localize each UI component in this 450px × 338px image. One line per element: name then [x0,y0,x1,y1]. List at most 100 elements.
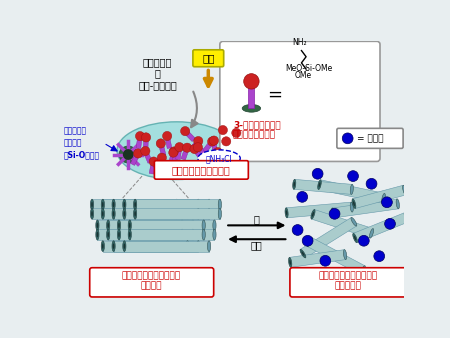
Bar [176,147,182,160]
FancyBboxPatch shape [220,41,380,162]
Ellipse shape [213,220,216,231]
Ellipse shape [119,146,137,163]
Bar [103,209,188,219]
Circle shape [244,74,259,89]
Bar [119,229,204,240]
Ellipse shape [102,202,104,207]
Circle shape [194,143,202,152]
Ellipse shape [207,209,211,219]
Bar [108,229,193,240]
Ellipse shape [96,229,99,240]
Ellipse shape [118,223,120,228]
Bar [214,152,220,165]
Ellipse shape [108,232,109,237]
Ellipse shape [117,229,121,240]
Ellipse shape [90,209,94,219]
Ellipse shape [207,241,211,251]
Ellipse shape [307,238,312,246]
Bar [171,152,178,165]
Circle shape [180,126,190,136]
Ellipse shape [292,179,296,189]
Bar [119,220,204,231]
Ellipse shape [96,220,99,231]
Bar [286,202,352,218]
Ellipse shape [197,199,200,210]
Ellipse shape [102,211,104,217]
Circle shape [385,218,396,229]
Ellipse shape [97,232,98,237]
Ellipse shape [123,241,126,251]
Bar [169,151,176,164]
Ellipse shape [308,240,311,244]
Bar [300,218,356,258]
Ellipse shape [97,223,98,228]
Ellipse shape [175,199,178,210]
Bar [307,238,365,275]
Ellipse shape [404,213,409,222]
Ellipse shape [112,241,115,251]
Bar [92,199,177,210]
Bar [224,141,231,154]
Ellipse shape [107,229,110,240]
Ellipse shape [175,209,178,219]
Circle shape [169,148,178,157]
Bar [319,180,385,203]
Ellipse shape [91,202,93,207]
Ellipse shape [218,209,221,219]
Ellipse shape [186,199,189,210]
Circle shape [297,192,308,202]
Bar [108,220,193,231]
Ellipse shape [101,209,104,219]
Circle shape [169,147,179,156]
Ellipse shape [108,223,109,228]
Bar [353,213,408,243]
Bar [353,185,406,209]
Ellipse shape [354,236,356,240]
Ellipse shape [117,220,121,231]
Ellipse shape [242,104,261,112]
Ellipse shape [128,229,131,240]
Bar [135,209,220,219]
Bar [103,241,188,251]
FancyBboxPatch shape [90,268,214,297]
Bar [143,150,152,163]
Ellipse shape [117,122,236,179]
FancyBboxPatch shape [290,268,406,297]
Ellipse shape [102,243,104,249]
Ellipse shape [186,209,189,219]
Bar [113,209,198,219]
Text: ＋NH₃Cl: ＋NH₃Cl [206,154,233,163]
FancyArrowPatch shape [191,92,198,127]
Bar [220,130,225,142]
Circle shape [348,171,359,182]
Text: 3-アミノプロピル: 3-アミノプロピル [233,121,280,130]
Bar [189,140,200,152]
Ellipse shape [318,180,321,190]
Text: = 水分子: = 水分子 [357,134,383,143]
FancyBboxPatch shape [337,128,403,148]
Circle shape [135,131,145,141]
Ellipse shape [113,211,114,217]
Bar [130,220,215,231]
Bar [289,250,346,267]
Ellipse shape [343,250,347,260]
Bar [332,199,399,218]
Circle shape [320,256,331,266]
Ellipse shape [396,199,400,209]
Ellipse shape [129,232,130,237]
Bar [103,199,188,210]
Circle shape [302,235,313,246]
Text: MeO-Si-OMe: MeO-Si-OMe [285,64,333,73]
Ellipse shape [302,251,304,256]
Ellipse shape [197,241,200,251]
Bar [124,199,209,210]
Ellipse shape [91,211,93,217]
Ellipse shape [191,220,194,231]
Ellipse shape [112,199,115,210]
FancyBboxPatch shape [193,50,224,67]
Ellipse shape [350,202,353,212]
Bar [136,136,142,149]
Ellipse shape [134,209,137,219]
Text: =: = [267,86,282,103]
Ellipse shape [113,202,114,207]
